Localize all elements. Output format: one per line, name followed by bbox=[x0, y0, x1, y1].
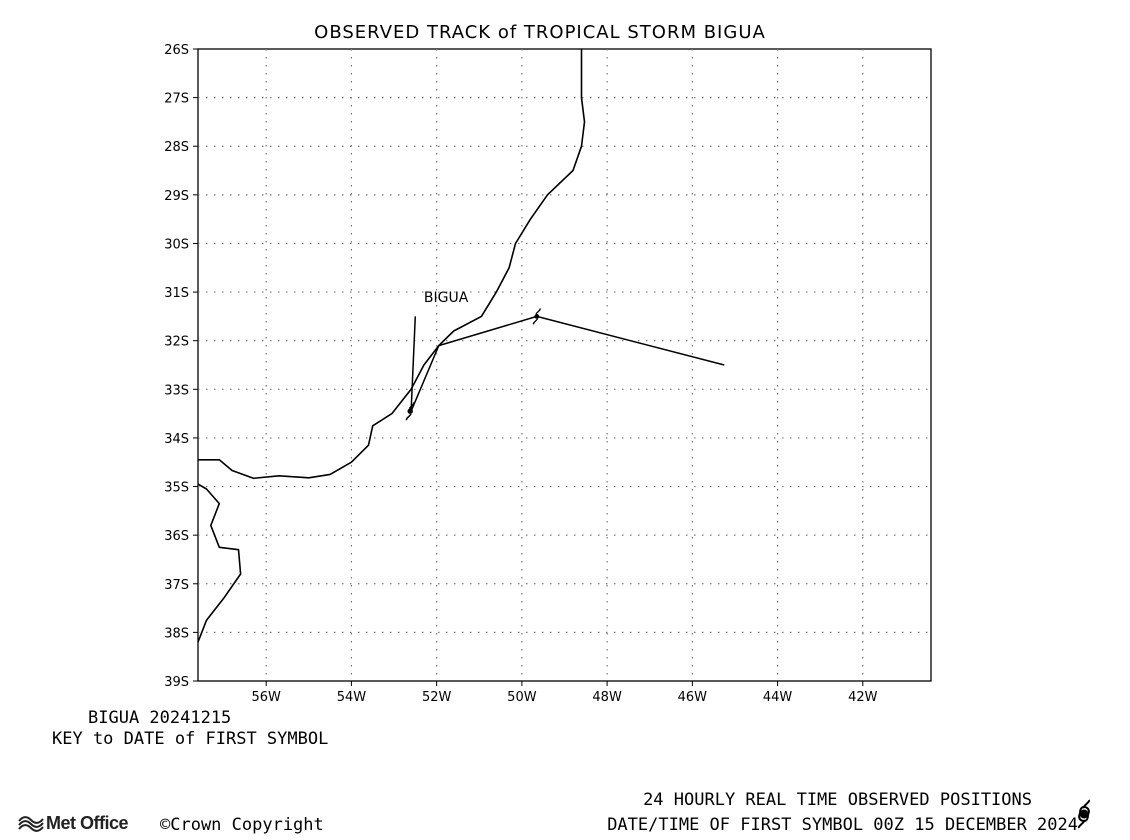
lon-tick-label: 50W bbox=[507, 690, 537, 705]
storm-name-label: BIGUA bbox=[424, 290, 469, 306]
axis-ticks: 26S 27S 28S 29S 30S 31S 32S 33S 34S 35S 36S 37S 38S 3… bbox=[164, 43, 877, 705]
logo-text: Met Office bbox=[46, 813, 129, 833]
lat-tick-label: 26S bbox=[164, 43, 189, 58]
met-office-logo: Met Office bbox=[18, 813, 129, 834]
lon-tick-label: 54W bbox=[337, 690, 367, 705]
map-title: OBSERVED TRACK of TROPICAL STORM BIGUA bbox=[314, 22, 766, 43]
coastline bbox=[197, 49, 586, 643]
lat-tick-label: 34S bbox=[164, 432, 189, 447]
storm-symbols bbox=[405, 308, 541, 421]
tropical-storm-icon bbox=[1052, 780, 1097, 833]
legend-line-1: 24 HOURLY REAL TIME OBSERVED POSITIONS bbox=[643, 790, 1032, 810]
lat-tick-label: 32S bbox=[164, 335, 189, 350]
storm-track bbox=[410, 315, 725, 412]
key-caption: KEY to DATE of FIRST SYMBOL bbox=[52, 729, 329, 749]
lat-tick-label: 33S bbox=[164, 383, 189, 398]
lat-tick-label: 36S bbox=[164, 529, 189, 544]
legend-line-2: DATE/TIME OF FIRST SYMBOL 00Z 15 DECEMBE… bbox=[607, 815, 1078, 835]
coastline-segment bbox=[198, 49, 586, 480]
lon-tick-label: 42W bbox=[848, 690, 878, 705]
map-frame bbox=[197, 48, 932, 682]
lon-tick-label: 48W bbox=[592, 690, 622, 705]
lat-tick-label: 29S bbox=[164, 189, 189, 204]
waves-icon bbox=[18, 815, 44, 832]
graticule bbox=[198, 49, 931, 681]
key-date-line: BIGUA 20241215 bbox=[88, 708, 232, 728]
lat-tick-label: 31S bbox=[164, 286, 189, 301]
storm-symbol-second bbox=[532, 308, 541, 325]
lon-tick-label: 56W bbox=[251, 690, 281, 705]
lon-tick-label: 44W bbox=[763, 690, 793, 705]
lat-tick-label: 37S bbox=[164, 578, 189, 593]
lat-tick-label: 27S bbox=[164, 92, 189, 107]
storm-symbol-first bbox=[405, 401, 415, 421]
lon-tick-label: 52W bbox=[422, 690, 452, 705]
coastline-segment bbox=[197, 483, 242, 643]
track-line bbox=[410, 315, 725, 412]
lon-tick-label: 46W bbox=[678, 690, 708, 705]
lat-tick-label: 30S bbox=[164, 237, 189, 252]
lat-tick-label: 28S bbox=[164, 140, 189, 155]
lat-tick-label: 39S bbox=[164, 675, 189, 690]
lat-tick-label: 38S bbox=[164, 626, 189, 641]
lat-tick-label: 35S bbox=[164, 481, 189, 496]
copyright-notice: ©Crown Copyright bbox=[160, 815, 324, 835]
